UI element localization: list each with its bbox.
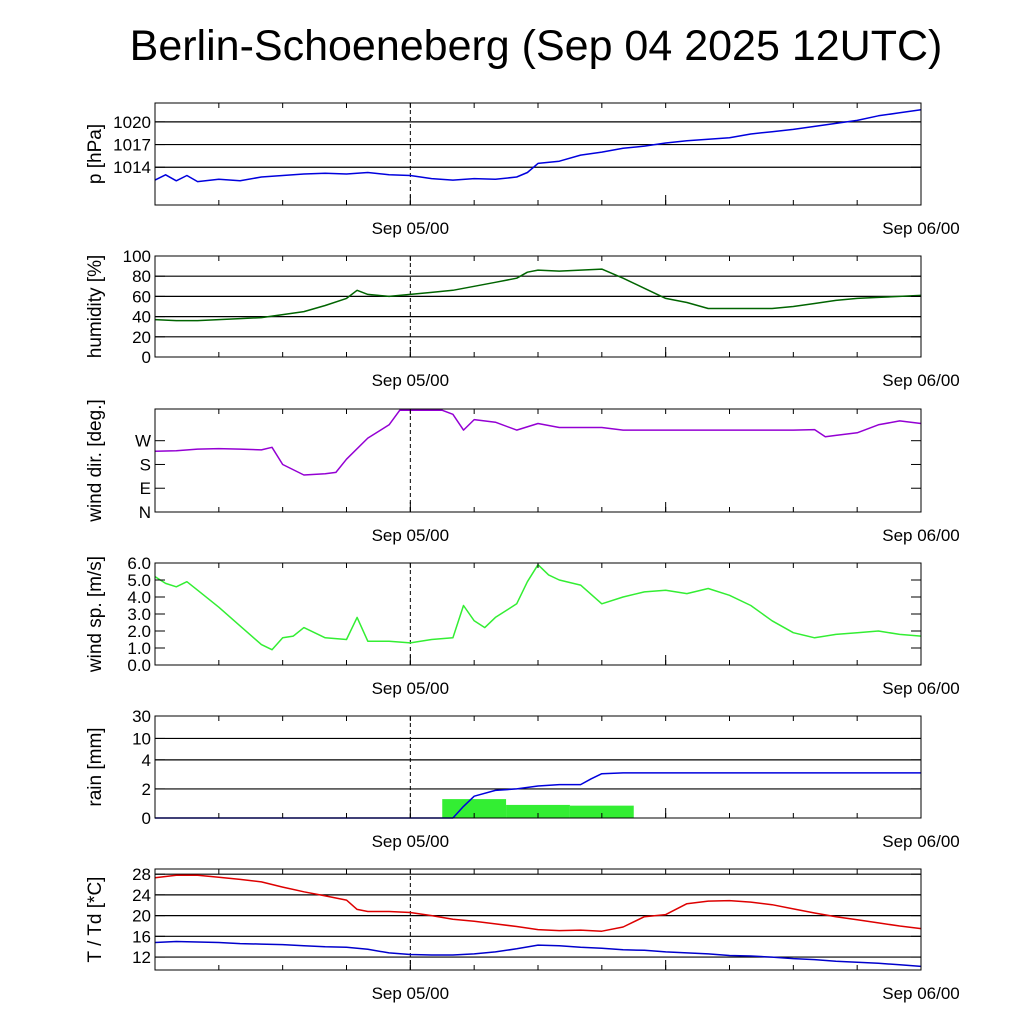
y-tick-label: 0: [142, 348, 151, 367]
x-tick-label: Sep 06/00: [882, 526, 960, 545]
y-tick-label: 1020: [113, 113, 151, 132]
y-tick-label: 30: [132, 707, 151, 726]
panel-rain: 0 2 4 10 30 Sep 05/00 Sep 06/00 rain [mm]: [85, 707, 960, 851]
x-tick-label: Sep 06/00: [882, 984, 960, 1003]
y-tick-label: 12: [132, 948, 151, 967]
plot-frame: [154, 408, 922, 513]
y-tick-label: N: [139, 503, 151, 522]
series-line-T: [154, 874, 922, 932]
plot-frame: [154, 255, 922, 358]
y-tick-label: 0.0: [127, 656, 151, 675]
series-line-Td: [154, 940, 922, 968]
rain-bar: [506, 804, 570, 818]
y-tick-label: 1017: [113, 136, 151, 155]
y-tick-label: 4: [142, 751, 151, 770]
x-tick-label: Sep 06/00: [882, 371, 960, 390]
y-axis-label: humidity [%]: [85, 255, 106, 358]
y-tick-label: 80: [132, 267, 151, 286]
y-tick-label: 20: [132, 907, 151, 926]
y-axis-label: wind dir. [deg.]: [85, 399, 106, 523]
x-tick-label: Sep 05/00: [372, 526, 450, 545]
y-tick-label: 4.0: [127, 588, 151, 607]
x-tick-label: Sep 06/00: [882, 679, 960, 698]
y-tick-label: 10: [132, 729, 151, 748]
y-tick-label: 6.0: [127, 554, 151, 573]
y-axis-label: wind sp. [m/s]: [85, 556, 106, 673]
x-tick-label: Sep 05/00: [372, 219, 450, 238]
y-tick-label: W: [135, 432, 151, 451]
y-tick-label: 2: [142, 780, 151, 799]
x-tick-label: Sep 05/00: [372, 832, 450, 851]
y-tick-label: 1014: [113, 158, 151, 177]
series-line-rain: [155, 772, 921, 819]
x-tick-label: Sep 05/00: [372, 371, 450, 390]
series-line-wind_speed: [154, 563, 922, 651]
rain-bar: [569, 805, 634, 818]
y-tick-label: 100: [123, 247, 151, 266]
y-axis-label: rain [mm]: [85, 727, 106, 806]
x-tick-label: Sep 06/00: [882, 832, 960, 851]
y-tick-label: 3.0: [127, 605, 151, 624]
y-tick-label: 16: [132, 927, 151, 946]
panel-wind_speed: 0.01.02.03.04.05.06.0 Sep 05/00 Sep 06/00 w…: [85, 554, 960, 698]
y-tick-label: E: [140, 479, 151, 498]
series-line-pressure: [154, 109, 922, 183]
y-tick-label: 40: [132, 308, 151, 327]
chart-title: Berlin-Schoeneberg (Sep 04 2025 12UTC): [129, 22, 943, 70]
y-tick-label: 24: [132, 886, 151, 905]
series-line-wind_dir: [154, 409, 922, 476]
y-tick-label: 20: [132, 328, 151, 347]
x-tick-label: Sep 05/00: [372, 984, 450, 1003]
y-tick-label: S: [140, 455, 151, 474]
plot-frame: [154, 102, 922, 206]
panel-pressure: 1014 1017 1020 Sep 05/00 Sep 06/00 p [hPa]: [85, 102, 960, 238]
y-tick-label: 2.0: [127, 622, 151, 641]
y-axis-label: p [hPa]: [85, 124, 106, 184]
y-tick-label: 28: [132, 865, 151, 884]
y-tick-label: 0: [142, 809, 151, 828]
y-tick-label: 60: [132, 287, 151, 306]
series-line-humidity: [154, 268, 922, 322]
y-tick-label: 5.0: [127, 571, 151, 590]
x-tick-label: Sep 06/00: [882, 219, 960, 238]
y-tick-label: 1.0: [127, 639, 151, 658]
y-axis-label: T / Td [*C]: [85, 877, 106, 963]
plot-frame: [154, 562, 922, 666]
x-tick-label: Sep 05/00: [372, 679, 450, 698]
plot-frame: [154, 715, 922, 819]
